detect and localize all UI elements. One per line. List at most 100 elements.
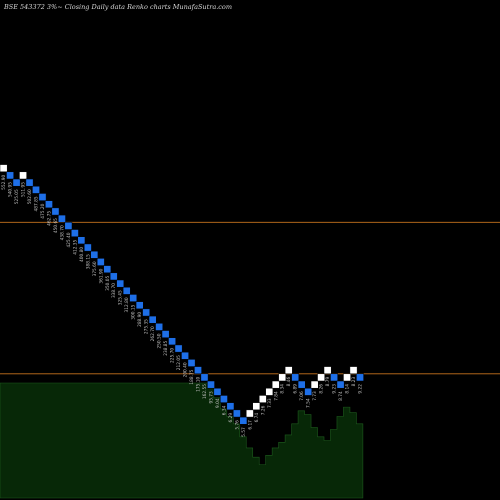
renko-brick-down xyxy=(64,222,73,230)
renko-brick-down xyxy=(187,359,196,367)
renko-brick-down xyxy=(356,373,364,382)
brick-label: 6.74 xyxy=(254,413,260,423)
brick-label: 275.35 xyxy=(144,319,150,334)
brick-label: 7.26 xyxy=(260,405,266,415)
brick-label: 300.15 xyxy=(131,304,137,319)
renko-brick-down xyxy=(174,344,183,353)
renko-brick-down xyxy=(239,416,248,425)
renko-brick-down xyxy=(58,214,66,223)
renko-brick-down xyxy=(336,380,345,389)
renko-brick-up xyxy=(278,373,287,382)
renko-brick-down xyxy=(25,178,34,187)
brick-label: 6.34 xyxy=(221,405,227,415)
brick-label: 9.23 xyxy=(332,384,338,394)
renko-brick-down xyxy=(161,330,170,338)
brick-label: 9.04 xyxy=(215,398,221,408)
renko-brick-down xyxy=(45,200,53,209)
brick-label: 162.55 xyxy=(202,384,208,399)
renko-brick-down xyxy=(207,380,215,389)
brick-label: 7.54 xyxy=(306,398,312,408)
renko-brick-down xyxy=(12,178,21,187)
renko-brick-down xyxy=(200,373,209,382)
brick-label: 250.50 xyxy=(157,333,163,348)
brick-label: 225.70 xyxy=(170,348,176,363)
brick-label: 8.23 xyxy=(351,377,357,387)
renko-brick-down xyxy=(103,265,112,274)
renko-brick-up xyxy=(271,380,280,389)
chart-title: BSE 543372 3%~ Closing Daily data Renko … xyxy=(4,3,232,11)
renko-brick-down xyxy=(116,279,125,288)
renko-brick-down xyxy=(71,229,79,237)
brick-label: 450.65 xyxy=(53,218,59,233)
renko-brick-down xyxy=(109,272,118,281)
brick-label: 8.34 xyxy=(280,384,286,394)
brick-label: 188.75 xyxy=(189,369,195,384)
renko-brick-up xyxy=(310,380,319,389)
renko-brick-down xyxy=(291,373,300,382)
renko-brick-down xyxy=(194,366,202,375)
renko-brick-down xyxy=(168,337,176,346)
renko-brick-down xyxy=(181,351,189,360)
renko-brick-down xyxy=(155,323,163,331)
brick-label: 6.29 xyxy=(228,413,234,423)
brick-label: 8.74 xyxy=(338,391,344,401)
brick-label: 375.60 xyxy=(92,261,98,276)
brick-label: 200.40 xyxy=(183,362,189,377)
brick-label: 5.57 xyxy=(241,427,247,437)
renko-brick-up xyxy=(265,387,274,396)
brick-label: 262.70 xyxy=(150,326,156,341)
renko-brick-down xyxy=(77,236,86,245)
renko-brick-down xyxy=(51,207,60,216)
renko-brick-down xyxy=(32,185,40,194)
renko-brick-up xyxy=(323,366,332,375)
renko-brick-down xyxy=(213,387,222,396)
brick-label: 7.33 xyxy=(267,398,273,408)
brick-label: 487.85 xyxy=(34,196,40,211)
brick-label: 9.22 xyxy=(358,384,364,394)
brick-label: 361.90 xyxy=(98,268,104,283)
renko-brick-down xyxy=(297,380,306,389)
brick-label: 7.84 xyxy=(273,391,279,401)
brick-label: 400.80 xyxy=(79,247,85,262)
brick-label: 502.60 xyxy=(27,189,33,204)
brick-label: 8.46 xyxy=(286,377,292,387)
renko-brick-down xyxy=(226,402,235,411)
brick-label: 8.79 xyxy=(325,377,331,387)
brick-label: 6.89 xyxy=(293,384,299,394)
renko-brick-down xyxy=(6,171,14,180)
renko-brick-up xyxy=(252,402,261,411)
renko-brick-down xyxy=(148,315,157,324)
brick-label: 388.15 xyxy=(85,254,91,269)
brick-label: 412.35 xyxy=(72,239,78,254)
brick-label: 438.70 xyxy=(59,225,65,240)
brick-label: 7.73 xyxy=(312,391,318,401)
brick-label: 7.06 xyxy=(299,391,305,401)
brick-label: 525.05 xyxy=(14,189,20,204)
renko-brick-down xyxy=(129,294,138,302)
brick-label: 8.26 xyxy=(319,384,325,394)
renko-brick-up xyxy=(349,366,358,375)
brick-label: 462.75 xyxy=(46,211,52,226)
renko-brick-down xyxy=(90,250,99,259)
renko-brick-up xyxy=(0,164,8,173)
volume-area xyxy=(0,382,364,499)
renko-brick-up xyxy=(258,395,267,403)
renko-brick-down xyxy=(304,387,313,396)
brick-label: 540.95 xyxy=(8,182,14,197)
renko-brick-down xyxy=(38,193,47,201)
renko-brick-down xyxy=(330,373,338,382)
brick-label: 475.20 xyxy=(40,203,46,218)
renko-brick-up xyxy=(317,373,325,382)
renko-brick-down xyxy=(142,308,151,317)
brick-label: 511.95 xyxy=(21,182,27,197)
renko-brick-down xyxy=(233,409,241,418)
renko-brick-up xyxy=(284,366,293,375)
renko-brick-down xyxy=(96,258,105,266)
brick-label: 552.90 xyxy=(1,175,7,190)
renko-brick-up xyxy=(343,373,351,382)
brick-label: 175.10 xyxy=(196,377,202,392)
brick-label: 425.40 xyxy=(66,232,72,247)
renko-brick-down xyxy=(135,301,144,310)
renko-brick-up xyxy=(245,409,254,418)
